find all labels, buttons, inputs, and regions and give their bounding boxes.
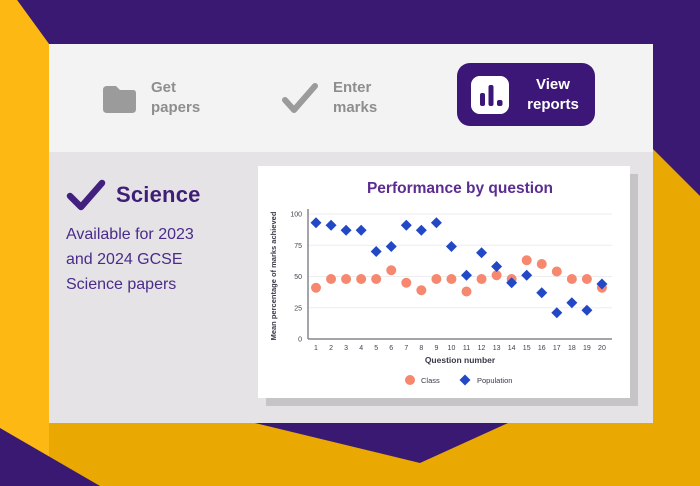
population-point (536, 287, 548, 299)
population-point (325, 219, 337, 231)
class-point (491, 270, 502, 281)
population-point (355, 224, 367, 236)
population-point (596, 278, 608, 290)
x-tick-label: 15 (523, 345, 531, 352)
bottom-center-purple-triangle (255, 423, 508, 463)
population-point (400, 219, 412, 231)
class-point (386, 265, 397, 276)
population-point (461, 269, 472, 281)
x-tick-label: 16 (538, 345, 546, 352)
class-point (461, 286, 472, 297)
population-point (491, 261, 503, 272)
class-point (341, 274, 352, 284)
steps-nav: Get papers Enter marks View reports (49, 44, 653, 152)
legend-population-marker (459, 374, 471, 386)
population-point (340, 224, 352, 236)
bar-chart-icon (471, 75, 509, 114)
x-tick-label: 5 (374, 345, 378, 352)
population-point (581, 304, 593, 316)
subject-check-icon (66, 179, 106, 211)
class-point (416, 285, 427, 296)
x-tick-label: 10 (448, 345, 456, 352)
chart-title: Performance by question (367, 180, 553, 197)
x-tick-label: 6 (389, 345, 393, 352)
x-tick-label: 8 (419, 345, 423, 352)
class-point (551, 266, 562, 277)
population-point (430, 217, 442, 229)
y-tick-label: 0 (298, 337, 302, 344)
population-point (415, 224, 427, 236)
class-point (446, 274, 457, 284)
chart-panel: Performance by question 0 25 50 75 100 1 2 3 4 5 6 7… (258, 166, 630, 398)
bottom-left-purple-triangle (0, 428, 100, 486)
population-point (370, 246, 382, 257)
population-point (385, 241, 397, 252)
class-point (311, 282, 321, 293)
y-tick-label: 50 (294, 274, 302, 281)
folder-icon (103, 86, 136, 113)
x-tick-label: 18 (568, 345, 576, 352)
x-tick-label: 14 (508, 345, 516, 352)
population-point (566, 297, 578, 309)
class-point (326, 274, 337, 284)
step-enter-marks[interactable]: Enter marks (281, 78, 395, 118)
population-point (506, 277, 518, 289)
x-tick-label: 11 (463, 345, 470, 352)
step-label: Get papers (151, 79, 201, 116)
x-axis-label: Question number (425, 355, 496, 365)
x-tick-label: 7 (404, 345, 408, 352)
x-tick-label: 3 (344, 345, 348, 352)
class-point (401, 277, 412, 288)
population-point (521, 269, 533, 281)
legend-population-label: Population (477, 376, 512, 385)
x-tick-label: 17 (553, 345, 561, 352)
class-point (356, 274, 367, 284)
legend-class-marker (405, 375, 415, 385)
step-get-papers[interactable]: Get papers (101, 78, 213, 118)
class-point (536, 259, 547, 269)
step-view-reports[interactable]: View reports (457, 63, 595, 126)
step-label: View reports (527, 75, 579, 113)
x-tick-label: 1 (314, 345, 318, 352)
y-tick-label: 100 (290, 212, 302, 219)
class-point (476, 274, 487, 284)
population-point (476, 247, 488, 259)
legend-class-label: Class (421, 376, 440, 385)
y-tick-label: 75 (294, 243, 302, 250)
step-label: Enter marks (333, 79, 378, 116)
subject-description: Available for 2023 and 2024 GCSE Science… (66, 226, 194, 293)
subject-title: Science (116, 182, 201, 207)
subject-header: Science (66, 179, 201, 211)
x-tick-label: 20 (598, 345, 606, 352)
population-point (445, 241, 457, 252)
class-point (371, 274, 382, 284)
class-point (521, 255, 532, 266)
top-purple-banner (17, 0, 700, 196)
population-point (310, 217, 322, 229)
x-tick-label: 4 (359, 345, 363, 352)
population-point (551, 307, 563, 319)
y-axis-label: Mean percentage of marks achieved (269, 211, 278, 340)
class-point (581, 274, 592, 284)
subject-section: Science Available for 2023 and 2024 GCSE… (49, 152, 653, 423)
x-tick-label: 12 (478, 345, 486, 352)
x-tick-label: 9 (434, 345, 438, 352)
y-tick-label: 25 (294, 305, 302, 312)
class-point (566, 274, 577, 284)
check-icon (282, 83, 318, 113)
x-tick-label: 13 (493, 345, 501, 352)
left-yellow-panel (0, 0, 49, 486)
class-point (431, 274, 442, 284)
main-card: Get papers Enter marks View reports Scie… (49, 44, 653, 423)
x-tick-label: 19 (583, 345, 591, 352)
x-tick-label: 2 (329, 345, 333, 352)
